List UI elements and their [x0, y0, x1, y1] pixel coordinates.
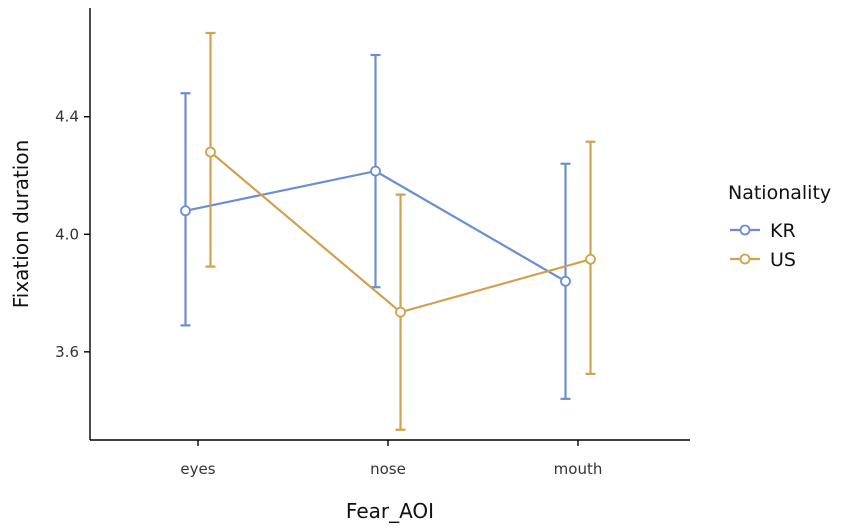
data-point: [370, 165, 381, 177]
data-point: [585, 253, 596, 265]
y-tick-label: 3.6: [55, 343, 79, 361]
legend-title: Nationality: [728, 182, 831, 204]
legend-label: US: [770, 249, 796, 271]
legend-key-point: [739, 224, 751, 236]
series-us: [205, 31, 596, 431]
data-point: [395, 306, 406, 318]
series-kr: [180, 53, 571, 400]
legend-item-kr: KR: [730, 220, 796, 242]
y-tick-label: 4.4: [55, 108, 79, 126]
x-tick-label: eyes: [180, 460, 215, 478]
plot-area: [180, 31, 596, 431]
y-axis-title: Fixation duration: [9, 140, 33, 309]
data-point: [180, 205, 191, 217]
data-point: [560, 275, 571, 287]
axes: 3.6 4.0 4.4 eyes nose mouth: [55, 8, 690, 478]
y-tick-label: 4.0: [55, 225, 79, 243]
legend-key-point: [739, 253, 751, 265]
x-axis-title: Fear_AOI: [346, 499, 434, 523]
legend: Nationality KR US: [728, 182, 831, 271]
data-point: [205, 146, 216, 158]
legend-item-us: US: [730, 249, 796, 271]
x-tick-label: nose: [370, 460, 406, 478]
x-tick-label: mouth: [554, 460, 603, 478]
legend-label: KR: [770, 220, 796, 242]
